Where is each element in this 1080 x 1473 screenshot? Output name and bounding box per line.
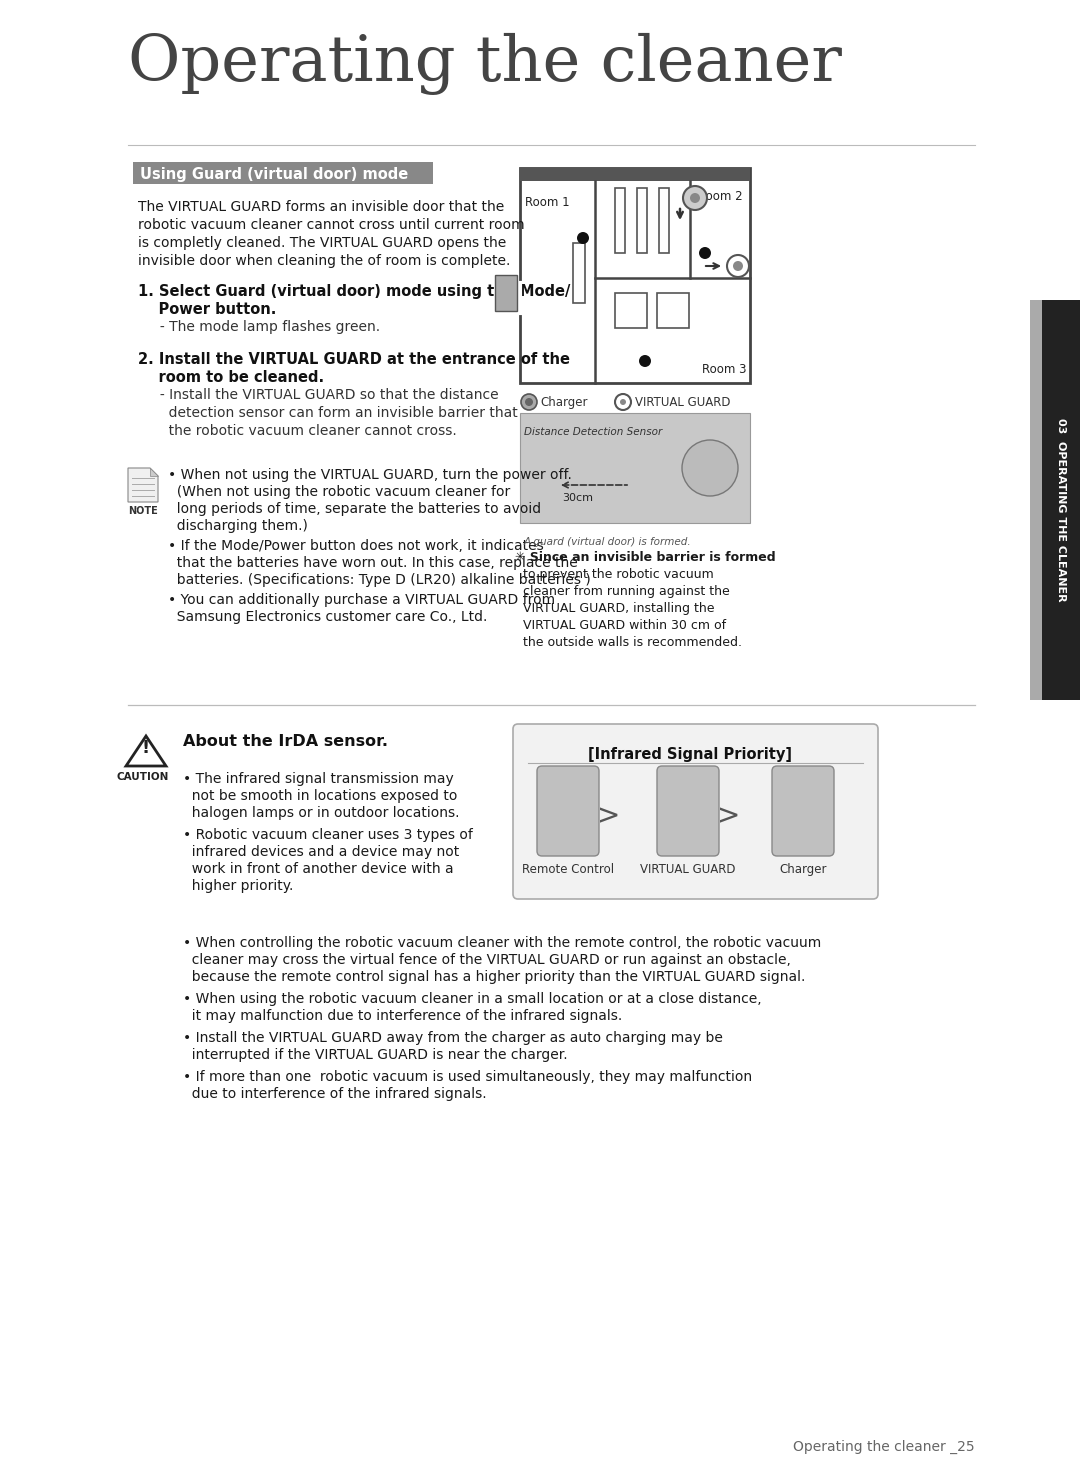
Bar <box>519 168 750 383</box>
Text: 1. Select Guard (virtual door) mode using the Mode/: 1. Select Guard (virtual door) mode usin… <box>138 284 570 299</box>
Polygon shape <box>150 468 158 476</box>
Text: cleaner may cross the virtual fence of the VIRTUAL GUARD or run against an obsta: cleaner may cross the virtual fence of t… <box>183 953 791 966</box>
Text: • When using the robotic vacuum cleaner in a small location or at a close distan: • When using the robotic vacuum cleaner … <box>183 991 761 1006</box>
Text: VIRTUAL GUARD, installing the: VIRTUAL GUARD, installing the <box>515 602 715 616</box>
Text: NOTE: NOTE <box>129 507 158 516</box>
Circle shape <box>727 255 750 277</box>
Text: Samsung Electronics customer care Co., Ltd.: Samsung Electronics customer care Co., L… <box>168 610 487 625</box>
Bar <box>615 293 647 328</box>
Bar <box>615 189 625 253</box>
Text: VIRTUAL GUARD: VIRTUAL GUARD <box>635 396 730 409</box>
Text: batteries. (Specifications: Type D (LR20) alkaline batteries ): batteries. (Specifications: Type D (LR20… <box>168 573 591 588</box>
Text: Operating the cleaner _25: Operating the cleaner _25 <box>794 1441 975 1454</box>
Text: invisible door when cleaning the of room is complete.: invisible door when cleaning the of room… <box>138 253 511 268</box>
Text: to prevent the robotic vacuum: to prevent the robotic vacuum <box>515 569 714 580</box>
Bar <box>657 293 689 328</box>
Circle shape <box>699 247 711 259</box>
Text: • You can additionally purchase a VIRTUAL GUARD from: • You can additionally purchase a VIRTUA… <box>168 594 555 607</box>
FancyBboxPatch shape <box>657 766 719 856</box>
Text: ✳ Since an invisible barrier is formed: ✳ Since an invisible barrier is formed <box>515 551 775 564</box>
Text: >: > <box>597 801 621 829</box>
Text: About the IrDA sensor.: About the IrDA sensor. <box>183 734 388 748</box>
Bar <box>133 162 433 184</box>
Text: VIRTUAL GUARD within 30 cm of: VIRTUAL GUARD within 30 cm of <box>515 619 726 632</box>
Text: is completly cleaned. The VIRTUAL GUARD opens the: is completly cleaned. The VIRTUAL GUARD … <box>138 236 507 250</box>
Bar <box>495 275 517 311</box>
Text: due to interference of the infrared signals.: due to interference of the infrared sign… <box>183 1087 487 1100</box>
Text: detection sensor can form an invisible barrier that: detection sensor can form an invisible b… <box>138 407 517 420</box>
Polygon shape <box>126 736 166 766</box>
Text: discharging them.): discharging them.) <box>168 518 308 533</box>
Text: Room 3: Room 3 <box>702 362 746 376</box>
Bar <box>519 412 750 523</box>
Text: • If the Mode/Power button does not work, it indicates: • If the Mode/Power button does not work… <box>168 539 543 552</box>
Text: room to be cleaned.: room to be cleaned. <box>138 370 324 384</box>
Text: The VIRTUAL GUARD forms an invisible door that the: The VIRTUAL GUARD forms an invisible doo… <box>138 200 504 214</box>
Text: Using Guard (virtual door) mode: Using Guard (virtual door) mode <box>140 166 408 183</box>
Text: • Robotic vacuum cleaner uses 3 types of: • Robotic vacuum cleaner uses 3 types of <box>183 828 473 843</box>
Bar <box>1030 300 1042 700</box>
Text: Charger: Charger <box>780 863 827 876</box>
Text: CAUTION: CAUTION <box>117 772 170 782</box>
Circle shape <box>733 261 743 271</box>
Circle shape <box>690 193 700 203</box>
Circle shape <box>639 355 651 367</box>
Text: [Infrared Signal Priority]: [Infrared Signal Priority] <box>589 747 793 762</box>
Circle shape <box>521 393 537 409</box>
Text: that the batteries have worn out. In this case, replace the: that the batteries have worn out. In thi… <box>168 555 578 570</box>
Text: Operating the cleaner: Operating the cleaner <box>129 32 842 94</box>
Circle shape <box>525 398 534 407</box>
Text: A guard (virtual door) is formed.: A guard (virtual door) is formed. <box>524 538 691 546</box>
Circle shape <box>620 399 626 405</box>
Text: long periods of time, separate the batteries to avoid: long periods of time, separate the batte… <box>168 502 541 516</box>
Text: work in front of another device with a: work in front of another device with a <box>183 862 454 876</box>
Text: 2. Install the VIRTUAL GUARD at the entrance of the: 2. Install the VIRTUAL GUARD at the entr… <box>138 352 570 367</box>
Circle shape <box>681 440 738 496</box>
Text: infrared devices and a device may not: infrared devices and a device may not <box>183 846 459 859</box>
Text: interrupted if the VIRTUAL GUARD is near the charger.: interrupted if the VIRTUAL GUARD is near… <box>183 1047 568 1062</box>
Text: Room 2: Room 2 <box>698 190 743 203</box>
Text: not be smooth in locations exposed to: not be smooth in locations exposed to <box>183 790 457 803</box>
Text: halogen lamps or in outdoor locations.: halogen lamps or in outdoor locations. <box>183 806 459 820</box>
Bar <box>637 189 647 253</box>
Text: 30cm: 30cm <box>562 493 593 502</box>
Text: it may malfunction due to interference of the infrared signals.: it may malfunction due to interference o… <box>183 1009 622 1024</box>
Bar <box>1042 300 1080 700</box>
Text: >: > <box>717 801 741 829</box>
Text: • Install the VIRTUAL GUARD away from the charger as auto charging may be: • Install the VIRTUAL GUARD away from th… <box>183 1031 723 1044</box>
FancyBboxPatch shape <box>537 766 599 856</box>
Text: the outside walls is recommended.: the outside walls is recommended. <box>515 636 742 650</box>
Text: Charger: Charger <box>540 396 588 409</box>
FancyBboxPatch shape <box>772 766 834 856</box>
Bar <box>659 189 669 253</box>
Text: VIRTUAL GUARD: VIRTUAL GUARD <box>640 863 735 876</box>
Text: because the remote control signal has a higher priority than the VIRTUAL GUARD s: because the remote control signal has a … <box>183 971 806 984</box>
Text: - The mode lamp flashes green.: - The mode lamp flashes green. <box>138 320 380 334</box>
Circle shape <box>683 186 707 211</box>
Text: (When not using the robotic vacuum cleaner for: (When not using the robotic vacuum clean… <box>168 485 510 499</box>
Circle shape <box>577 233 589 245</box>
Text: cleaner from running against the: cleaner from running against the <box>515 585 730 598</box>
Text: !: ! <box>141 739 150 757</box>
Text: • The infrared signal transmission may: • The infrared signal transmission may <box>183 772 454 787</box>
Text: 03  OPERATING THE CLEANER: 03 OPERATING THE CLEANER <box>1056 418 1066 602</box>
Text: • When not using the VIRTUAL GUARD, turn the power off.: • When not using the VIRTUAL GUARD, turn… <box>168 468 572 482</box>
Text: • If more than one  robotic vacuum is used simultaneously, they may malfunction: • If more than one robotic vacuum is use… <box>183 1069 752 1084</box>
Polygon shape <box>129 468 158 502</box>
Circle shape <box>615 393 631 409</box>
Text: higher priority.: higher priority. <box>183 879 294 893</box>
Bar <box>573 243 585 303</box>
Text: • When controlling the robotic vacuum cleaner with the remote control, the robot: • When controlling the robotic vacuum cl… <box>183 935 821 950</box>
Text: Remote Control: Remote Control <box>522 863 615 876</box>
Text: - Install the VIRTUAL GUARD so that the distance: - Install the VIRTUAL GUARD so that the … <box>138 387 499 402</box>
Bar <box>519 168 750 181</box>
Text: Power button.: Power button. <box>138 302 276 317</box>
FancyBboxPatch shape <box>513 725 878 899</box>
Text: Room 1: Room 1 <box>525 196 569 209</box>
Text: Distance Detection Sensor: Distance Detection Sensor <box>524 427 662 437</box>
Text: robotic vacuum cleaner cannot cross until current room: robotic vacuum cleaner cannot cross unti… <box>138 218 525 233</box>
Text: the robotic vacuum cleaner cannot cross.: the robotic vacuum cleaner cannot cross. <box>138 424 457 437</box>
